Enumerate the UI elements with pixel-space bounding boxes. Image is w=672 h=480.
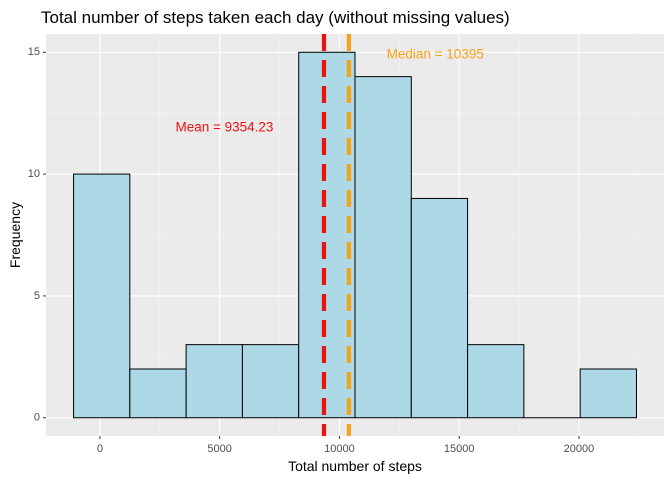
x-tick-label: 15000: [444, 443, 475, 455]
x-axis-title: Total number of steps: [288, 458, 422, 474]
y-tick-label: 5: [34, 290, 40, 302]
histogram-bar-6: [354, 76, 412, 419]
reference-lines: [321, 34, 351, 436]
histogram-bar-2: [129, 368, 187, 419]
mean-label: Mean = 9354.23: [175, 119, 273, 134]
histogram-bar-4: [241, 344, 300, 419]
histogram-bar-8: [467, 344, 525, 419]
histogram-bars: [73, 51, 637, 419]
y-axis-ticks: 0 5 10 15: [28, 46, 46, 424]
histogram-bar-7: [410, 197, 469, 419]
histogram-bar-5: [298, 51, 356, 419]
chart-title: Total number of steps taken each day (wi…: [41, 8, 510, 27]
y-axis-title: Frequency: [7, 202, 23, 268]
y-tick-label: 10: [28, 168, 40, 180]
histogram-bar-3: [185, 344, 243, 419]
median-label: Median = 10395: [387, 46, 484, 61]
y-tick-label: 0: [34, 412, 40, 424]
x-axis-ticks: 0 5000 10000 15000 20000: [97, 436, 594, 455]
histogram-bar-1: [73, 173, 131, 419]
annotations: Mean = 9354.23 Median = 10395: [175, 46, 483, 134]
x-tick-label: 0: [97, 443, 103, 455]
x-tick-label: 10000: [324, 443, 355, 455]
histogram-bar-10: [579, 368, 637, 419]
y-tick-label: 15: [28, 46, 40, 58]
x-tick-label: 20000: [564, 443, 595, 455]
x-tick-label: 5000: [207, 443, 231, 455]
